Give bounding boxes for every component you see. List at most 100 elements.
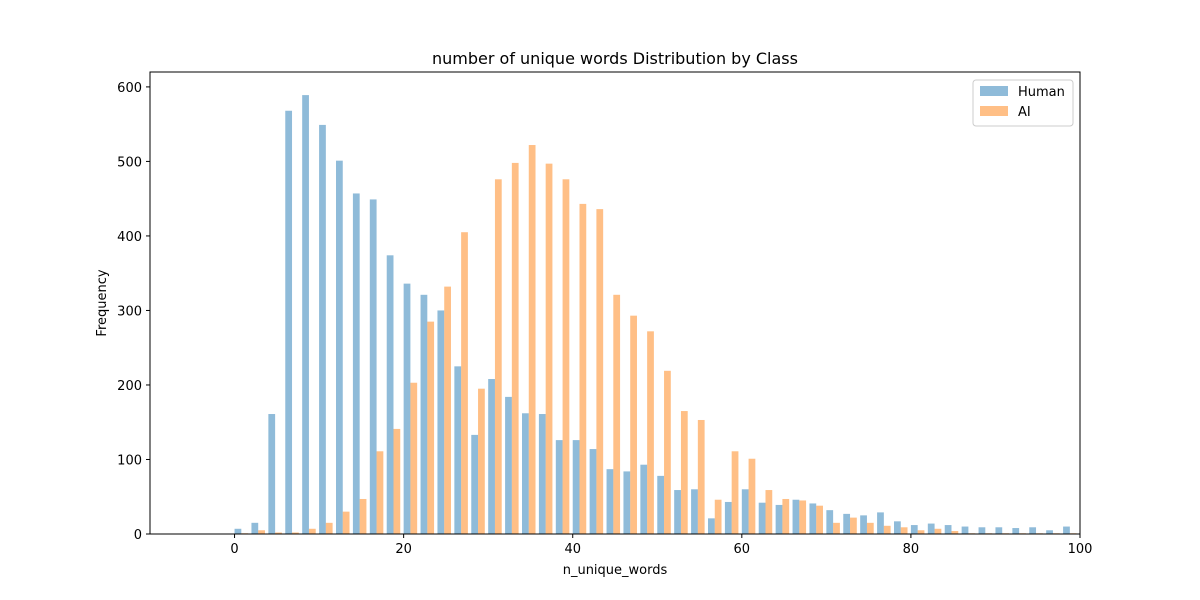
bar-human-34: [522, 413, 529, 534]
bar-ai-58: [731, 451, 739, 534]
bar-human-84: [944, 525, 952, 534]
bar-ai-80: [917, 530, 925, 534]
y-tick-label-100: 100: [117, 453, 142, 468]
bar-ai-62: [765, 490, 773, 534]
y-tick-label-300: 300: [117, 304, 142, 319]
y-tick-label-500: 500: [117, 155, 142, 170]
bar-human-18: [386, 255, 394, 534]
bar-human-52: [674, 490, 681, 534]
bar-ai-78: [900, 527, 908, 534]
bar-human-46: [623, 471, 631, 534]
bar-human-62: [758, 502, 766, 534]
bar-ai-44: [613, 294, 621, 534]
bar-human-68: [809, 503, 817, 534]
bar-human-78: [894, 521, 901, 534]
bar-ai-50: [664, 370, 671, 534]
bar-human-96: [1046, 530, 1053, 534]
bar-human-2: [251, 522, 259, 534]
bar-human-30: [488, 379, 495, 534]
bar-human-22: [420, 294, 428, 534]
bar-human-56: [708, 518, 715, 534]
bar-ai-84: [951, 531, 959, 534]
bar-human-20: [403, 283, 411, 534]
bar-ai-22: [427, 321, 435, 534]
x-tick-label-80: 80: [903, 542, 920, 557]
bar-ai-70: [833, 522, 840, 534]
plot-frame: [149, 71, 1081, 535]
bar-human-72: [843, 513, 851, 534]
bar-ai-12: [342, 511, 350, 534]
bar-human-92: [1012, 528, 1020, 534]
bar-ai-66: [799, 500, 807, 534]
y-axis: 0 100 200 300 400 500 600: [117, 81, 150, 543]
y-tick-label-0: 0: [134, 528, 142, 543]
bar-ai-8: [308, 528, 316, 534]
legend-swatch-ai: [980, 106, 1008, 116]
bar-ai-38: [562, 179, 570, 535]
bar-ai-82: [934, 528, 942, 534]
bar-ai-68: [816, 505, 823, 534]
bar-human-64: [775, 504, 783, 534]
bar-ai-74: [866, 522, 874, 534]
bar-human-26: [454, 366, 462, 534]
bar-human-50: [657, 475, 665, 534]
bar-human-36: [538, 414, 546, 534]
bar-human-82: [927, 523, 935, 534]
bar-ai-32: [511, 162, 519, 534]
bar-ai-16: [376, 451, 384, 534]
bar-human-8: [302, 95, 309, 534]
bar-ai-24: [444, 286, 451, 534]
bar-ai-4: [275, 532, 282, 534]
x-tick-label-100: 100: [1068, 542, 1093, 557]
bar-human-0: [234, 528, 242, 534]
bar-ai-56: [714, 499, 722, 534]
y-axis-label: Frequency: [95, 269, 110, 336]
x-tick-label-0: 0: [230, 542, 238, 557]
bar-ai-14: [359, 498, 367, 534]
bar-human-10: [319, 124, 326, 534]
bar-human-28: [471, 434, 479, 534]
bar-ai-20: [410, 382, 418, 534]
bar-ai-54: [697, 419, 705, 534]
bar-ai-36: [545, 163, 553, 534]
bar-human-32: [505, 396, 512, 534]
bar-human-70: [826, 510, 834, 534]
bar-human-24: [437, 310, 445, 534]
bar-human-40: [572, 440, 580, 534]
bar-human-88: [978, 527, 986, 534]
bar-human-76: [877, 512, 884, 534]
bar-ai-18: [393, 428, 401, 534]
bar-human-42: [589, 449, 597, 534]
bar-ai-10: [325, 522, 333, 534]
bar-ai-76: [883, 525, 891, 534]
y-tick-label-400: 400: [117, 230, 142, 245]
bar-ai-2: [258, 530, 265, 534]
bar-human-38: [555, 440, 563, 534]
x-tick-label-20: 20: [395, 542, 412, 557]
bar-ai-6: [292, 532, 299, 534]
bars-layer: [234, 95, 1077, 535]
bar-human-66: [792, 499, 800, 534]
bar-human-12: [336, 160, 343, 535]
bar-human-4: [268, 414, 276, 534]
bar-ai-60: [748, 458, 756, 534]
bar-ai-46: [630, 315, 637, 534]
legend: Human AI: [972, 79, 1074, 127]
bar-ai-34: [528, 145, 536, 534]
bar-human-86: [961, 526, 969, 534]
bar-ai-30: [494, 179, 502, 535]
bar-human-54: [691, 489, 698, 534]
x-axis: 0 20 40 60 80 100: [230, 534, 1092, 557]
bar-human-80: [910, 525, 918, 534]
y-tick-label-600: 600: [117, 81, 142, 96]
bar-human-6: [285, 110, 293, 534]
bar-human-48: [640, 464, 648, 534]
bar-human-58: [724, 501, 732, 534]
bar-human-74: [860, 515, 867, 534]
y-tick-label-200: 200: [117, 379, 142, 394]
bar-human-94: [1029, 527, 1037, 534]
x-tick-label-40: 40: [564, 542, 581, 557]
bar-ai-72: [850, 517, 857, 534]
legend-swatch-human: [980, 86, 1008, 96]
